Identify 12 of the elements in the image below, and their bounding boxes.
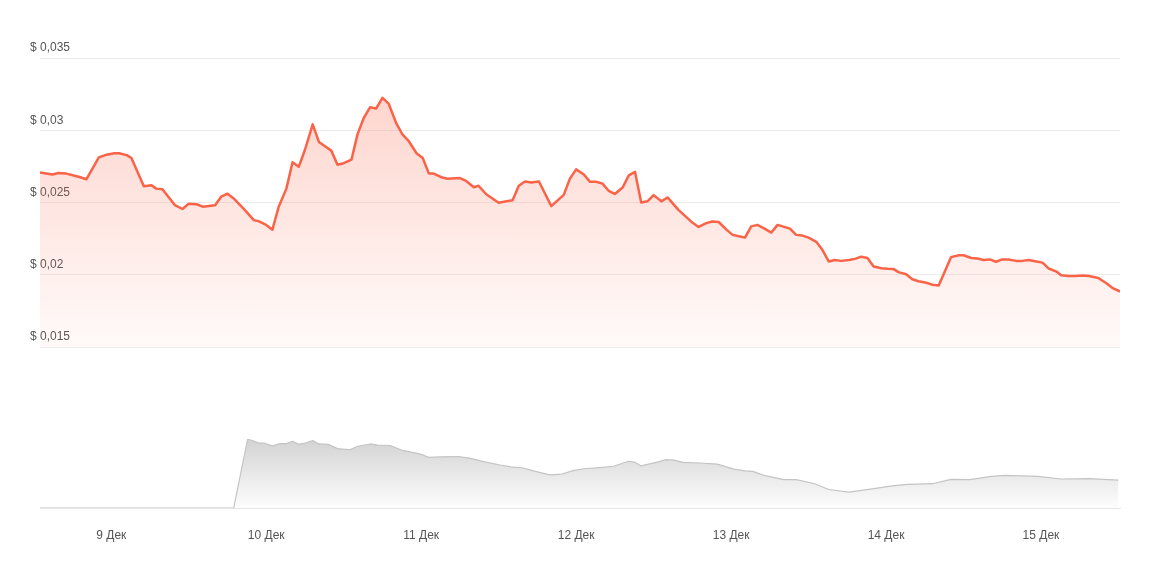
x-tick-label: 11 Дек [403,527,440,542]
x-tick-label: 14 Дек [867,527,906,542]
y-tick-label: $ 0,035 [30,40,71,55]
y-tick-label: $ 0,025 [30,184,71,199]
x-tick-label: 15 Дек [1022,527,1061,542]
x-tick-label: 13 Дек [712,527,751,542]
y-tick-label: $ 0,015 [30,329,71,344]
x-tick-label: 12 Дек [557,527,596,542]
y-tick-label: $ 0,03 [30,112,64,127]
x-tick-label: 10 Дек [247,527,286,542]
x-tick-label: 9 Дек [96,527,128,542]
y-tick-label: $ 0,02 [30,257,64,272]
